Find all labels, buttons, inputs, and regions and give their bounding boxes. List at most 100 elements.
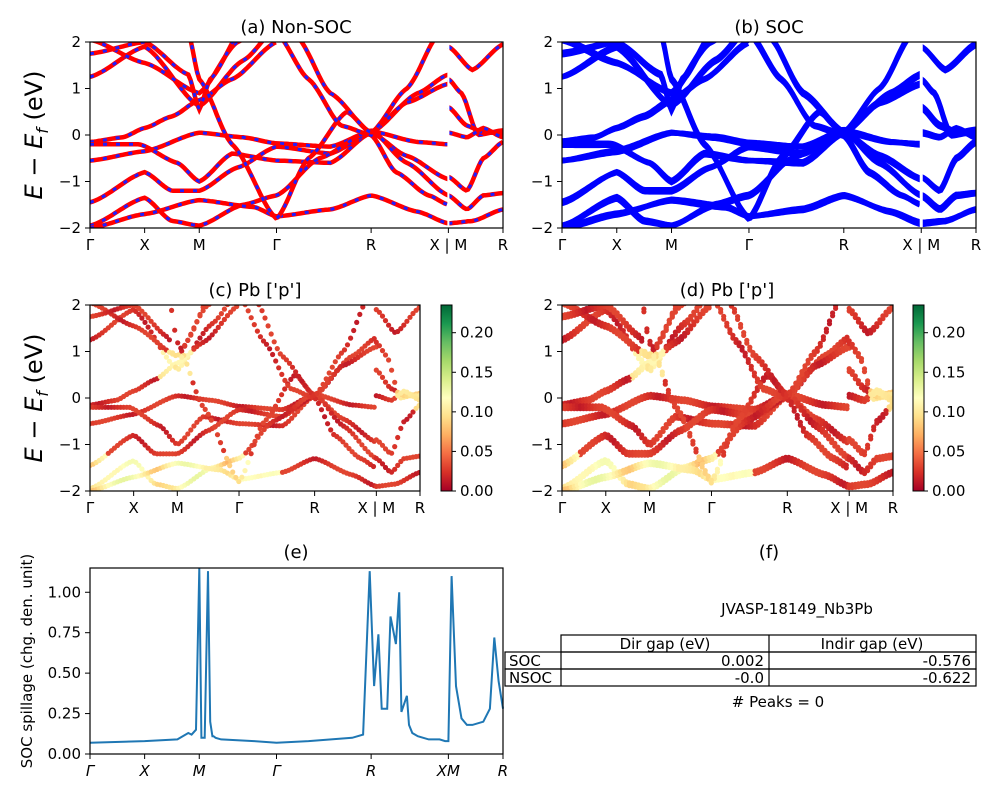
projected-point: [163, 354, 169, 360]
projected-point: [286, 360, 293, 366]
projected-point: [832, 440, 838, 446]
projected-point: [401, 322, 407, 328]
projected-point: [293, 369, 299, 375]
projected-point: [362, 445, 368, 452]
projected-point: [370, 463, 377, 470]
projected-point: [858, 356, 865, 362]
x-tick-label: X: [138, 762, 150, 780]
projected-point: [633, 424, 639, 430]
projected-point: [697, 311, 703, 317]
y-tick-label: 2: [71, 296, 81, 314]
projected-point: [263, 417, 269, 423]
projected-point: [139, 466, 145, 472]
nonsoc-band-dash: [90, 129, 449, 228]
panel-d-pb-p-projection: 2 1 0 −1 −2 Γ X M Γ R X | M R: [531, 292, 898, 517]
projected-point: [329, 364, 335, 370]
projected-point: [820, 334, 827, 340]
projected-point: [788, 399, 794, 405]
projected-point: [221, 447, 227, 454]
projected-point: [163, 333, 169, 339]
projected-point: [386, 322, 392, 328]
projected-point: [185, 337, 191, 343]
panel-b-title: (b) SOC: [734, 17, 803, 38]
projected-point: [416, 397, 420, 403]
y-tick-label: −1: [531, 436, 553, 454]
projected-point: [639, 335, 645, 341]
projected-point: [690, 438, 696, 444]
projected-point: [663, 422, 669, 428]
projected-point: [843, 462, 849, 468]
projected-point: [639, 357, 645, 363]
projected-point: [350, 431, 356, 437]
axes-frame: [89, 567, 504, 755]
axes-frame: [561, 41, 977, 229]
projected-point: [259, 308, 265, 314]
nonsoc-band-dash: [447, 191, 503, 211]
projected-point: [793, 380, 799, 386]
projected-point: [611, 437, 617, 443]
soc-band: [772, 42, 908, 134]
projected-point: [175, 340, 181, 346]
projected-point: [139, 315, 145, 321]
projected-point: [657, 336, 663, 342]
projected-point: [724, 440, 730, 446]
nonsoc-band: [188, 42, 449, 221]
x-tick-label: X | M: [902, 236, 940, 254]
projected-point: [839, 292, 844, 297]
soc-band: [562, 42, 736, 109]
projected-point: [745, 357, 751, 363]
projected-point: [332, 359, 338, 365]
projected-point: [611, 465, 617, 471]
projected-point: [404, 318, 410, 324]
projected-point: [861, 366, 868, 372]
x-tick-label: R: [366, 762, 376, 780]
projected-point: [733, 337, 739, 343]
nonsoc-band-dash: [299, 42, 435, 134]
projected-point: [398, 326, 404, 332]
projected-point: [392, 379, 398, 385]
projected-point: [849, 369, 855, 375]
panel-a-ylabel: E − Ef (eV): [20, 71, 52, 200]
projected-point: [650, 344, 656, 350]
projected-point: [816, 441, 822, 447]
table-col-dir-gap: Dir gap (eV): [620, 635, 711, 653]
projected-point: [199, 402, 205, 408]
nonsoc-band: [447, 77, 503, 138]
projected-point: [819, 444, 825, 450]
projected-point: [331, 414, 337, 420]
projected-point: [620, 317, 626, 323]
axes-frame: [89, 41, 504, 229]
projected-point: [407, 413, 413, 419]
projected-point: [379, 374, 386, 380]
soc-band: [755, 42, 921, 206]
projected-point: [739, 412, 745, 418]
projected-point: [855, 378, 862, 384]
projected-point: [768, 372, 774, 378]
projected-point: [335, 354, 341, 360]
x-tick-label: M: [643, 499, 656, 517]
projected-point: [889, 396, 893, 402]
projected-point: [654, 433, 660, 439]
projected-point: [230, 469, 236, 475]
y-tick-label: −2: [59, 219, 81, 237]
projected-point: [672, 329, 679, 335]
projected-point: [656, 360, 662, 366]
y-tick-label: 0.50: [48, 664, 81, 682]
soc-band: [919, 42, 976, 72]
projected-point: [738, 321, 744, 328]
soc-band: [920, 189, 976, 210]
projected-point: [282, 386, 288, 392]
soc-band: [661, 42, 922, 220]
projected-point: [808, 352, 814, 359]
projected-point: [855, 351, 862, 357]
soc-band: [562, 126, 923, 227]
x-tick-label: Γ: [745, 236, 754, 254]
projected-point: [711, 473, 718, 479]
y-tick-label: 1: [543, 80, 553, 98]
projected-point: [292, 412, 298, 418]
soc-band: [660, 42, 922, 222]
y-tick-label: 1.00: [48, 583, 81, 601]
projected-point: [379, 313, 386, 319]
projected-point: [787, 389, 793, 395]
projected-point: [163, 429, 169, 435]
